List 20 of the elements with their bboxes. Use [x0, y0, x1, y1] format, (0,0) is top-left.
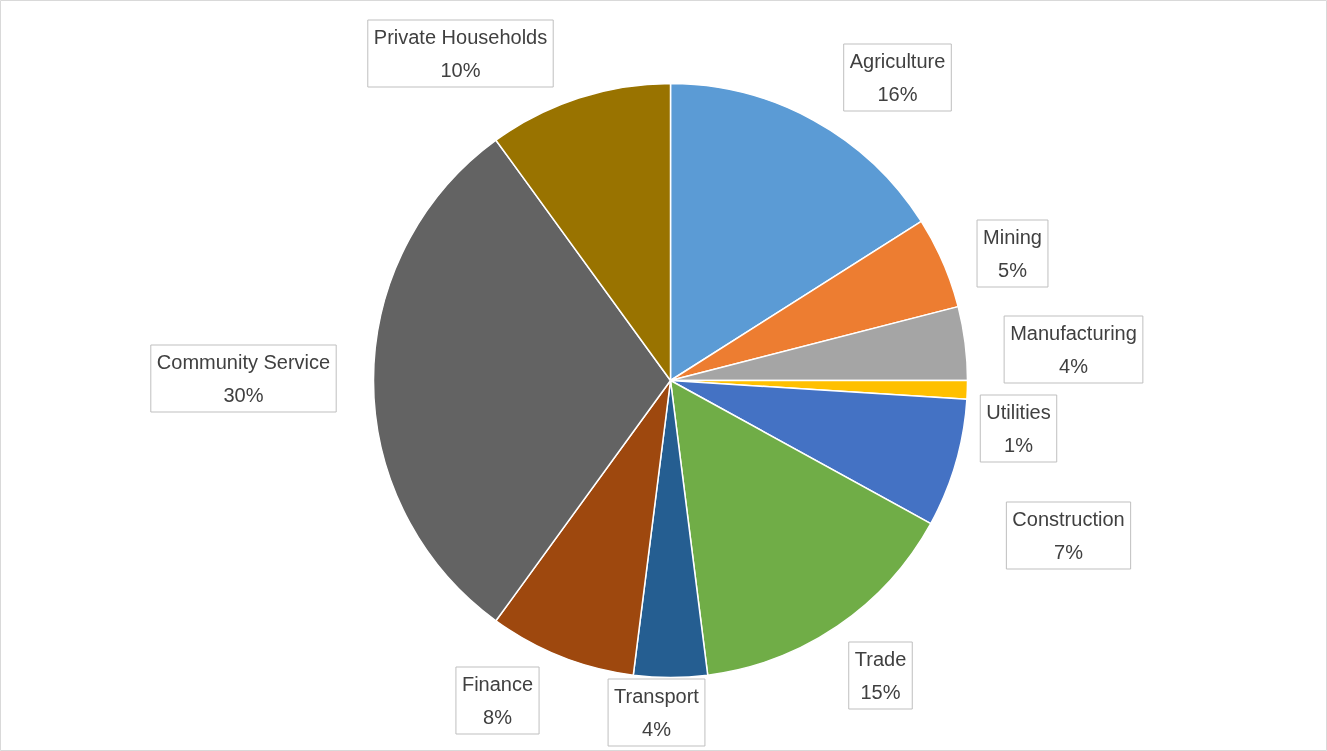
data-label: 16% — [877, 83, 918, 105]
data-label: 10% — [440, 59, 481, 81]
slice-label: Manufacturing — [1010, 322, 1137, 344]
slice-label: Utilities — [986, 401, 1051, 423]
data-label: 5% — [998, 259, 1028, 281]
data-label: 4% — [642, 718, 672, 740]
data-label: 1% — [1004, 434, 1034, 456]
slice-label: Community Service — [156, 351, 331, 373]
data-label: 7% — [1054, 541, 1084, 563]
data-label: 4% — [1059, 355, 1089, 377]
data-label: 8% — [483, 706, 513, 728]
slice-label: Construction — [1012, 508, 1125, 530]
slice-label: Private Households — [373, 26, 548, 48]
data-label: 15% — [860, 681, 901, 703]
slice-label: Trade — [854, 648, 907, 670]
slice-label: Finance — [461, 673, 534, 695]
slice-label: Agriculture — [849, 50, 946, 72]
slice-label: Transport — [614, 685, 700, 707]
data-label: 30% — [223, 384, 264, 406]
slice-label: Mining — [983, 226, 1042, 248]
